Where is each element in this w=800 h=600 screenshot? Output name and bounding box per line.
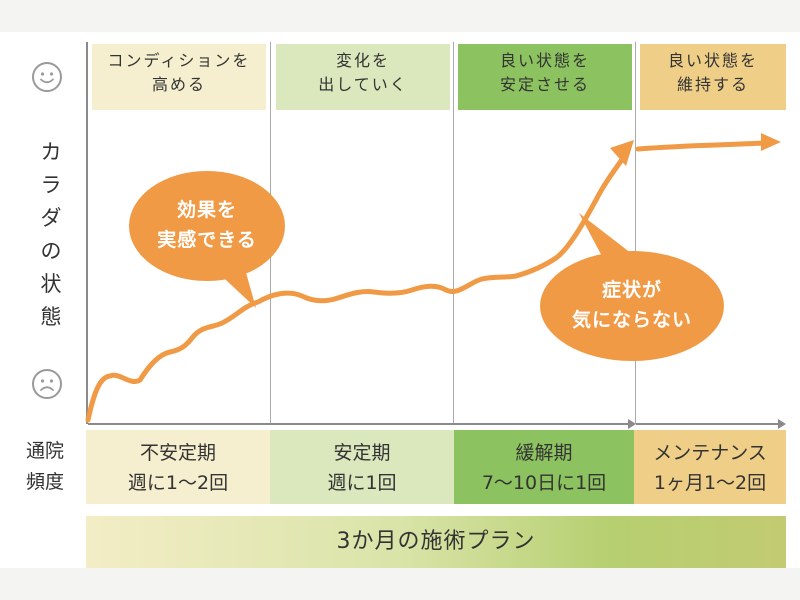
visit-frequency-label: 通院 頻度 — [14, 436, 76, 498]
y-axis-char: カ — [40, 140, 62, 164]
phase-header-line: 良い状態を — [667, 51, 758, 70]
y-axis-char: 態 — [40, 305, 62, 329]
visit-frequency-label-line: 頻度 — [25, 471, 64, 493]
phase-divider — [635, 42, 636, 424]
x-axis-arrowhead — [778, 419, 786, 429]
progress-curve-graphic — [85, 133, 786, 429]
maintenance-arrowhead — [761, 133, 781, 151]
phase-header-2: 変化を 出していく — [276, 44, 450, 110]
bubble-line: 効果を — [176, 199, 237, 221]
y-axis-char: ダ — [40, 206, 62, 230]
treatment-plan-bar: 3か月の施術プラン — [86, 516, 786, 568]
speech-bubble-tail — [212, 262, 256, 308]
y-axis-line — [86, 42, 88, 424]
x-axis-arrowhead — [628, 419, 636, 429]
y-axis-char: の — [40, 239, 62, 263]
frequency-period: 安定期 — [333, 442, 391, 464]
y-axis-char: 状 — [40, 272, 62, 296]
phase-header-line: 高める — [151, 75, 206, 94]
phase-header-3: 良い状態を 安定させる — [458, 44, 632, 110]
frequency-value: 7〜10日に1回 — [481, 472, 607, 494]
phase-header-line: 維持する — [676, 75, 749, 94]
frequency-value: 週に1〜2回 — [127, 472, 229, 494]
smiley-face-icon — [32, 62, 62, 92]
phase-header-line: 良い状態を — [499, 51, 590, 70]
bubble-line: 実感できる — [157, 229, 257, 251]
phase-header-1: コンディションを 高める — [92, 44, 266, 110]
sad-face-icon — [32, 369, 62, 399]
phase-header-4: 良い状態を 維持する — [640, 44, 786, 110]
bubble-text-effect: 効果を 実感できる — [137, 195, 277, 255]
frequency-cell-maintenance: メンテナンス 1ヶ月1〜2回 — [634, 430, 786, 504]
treatment-progress-diagram: カ ラ ダ の 状 態 コンディションを 高める 変化を 出していく 良い状態を… — [0, 32, 800, 568]
speech-bubble-tail — [579, 213, 636, 260]
frequency-cell-unstable: 不安定期 週に1〜2回 — [86, 430, 270, 504]
phase-header-line: 変化を — [335, 51, 390, 70]
bubble-line: 気にならない — [571, 309, 692, 331]
health-curve-line — [85, 151, 629, 423]
phase-header-line: 安定させる — [499, 75, 590, 94]
frequency-period: 不安定期 — [139, 442, 216, 464]
phase-header-line: 出していく — [318, 75, 408, 94]
curve-arrowhead — [610, 140, 634, 166]
speech-bubble-symptoms — [540, 251, 724, 361]
phase-divider — [453, 42, 454, 424]
frequency-period: 緩解期 — [515, 442, 573, 464]
y-axis-label: カ ラ ダ の 状 態 — [38, 136, 64, 334]
frequency-value: 1ヶ月1〜2回 — [653, 472, 767, 494]
visit-frequency-label-line: 通院 — [25, 440, 64, 462]
bubble-text-symptoms: 症状が 気にならない — [550, 275, 714, 335]
maintenance-arrow-line — [635, 140, 767, 152]
frequency-period: メンテナンス — [653, 442, 767, 464]
frequency-cell-remission: 緩解期 7〜10日に1回 — [454, 430, 634, 504]
y-axis-char: ラ — [40, 173, 62, 197]
bubble-line: 症状が — [601, 279, 662, 301]
phase-header-line: コンディションを — [107, 51, 251, 70]
frequency-cell-stable: 安定期 週に1回 — [270, 430, 454, 504]
frequency-value: 週に1回 — [327, 472, 397, 494]
speech-bubble-effect — [129, 171, 285, 281]
